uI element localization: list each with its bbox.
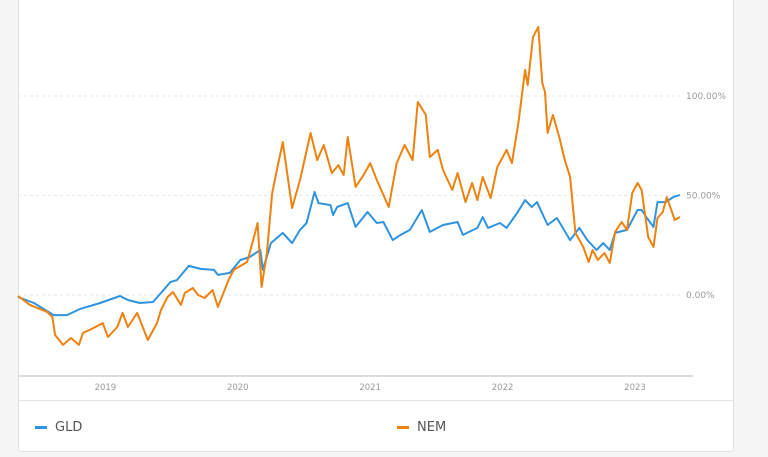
- legend-label-gld: GLD: [55, 420, 83, 435]
- legend-label-nem: NEM: [417, 420, 447, 435]
- x-tick-label: 2019: [95, 383, 117, 393]
- x-tick-label: 2020: [227, 383, 249, 393]
- legend-swatch-nem: [397, 426, 409, 429]
- series-line-gld: [17, 190, 681, 317]
- series-line-nem: [17, 25, 681, 346]
- legend-divider: [18, 400, 734, 401]
- y-tick-label: 50.00%: [686, 192, 721, 202]
- y-tick-label: 0.00%: [686, 291, 715, 301]
- x-tick-label: 2022: [492, 383, 514, 393]
- x-tick-label: 2023: [624, 383, 646, 393]
- x-tick-label: 2021: [359, 383, 381, 393]
- y-tick-label: 100.00%: [686, 92, 726, 102]
- legend-item-gld[interactable]: GLD: [35, 420, 82, 435]
- legend-swatch-gld: [35, 426, 47, 429]
- legend-item-nem[interactable]: NEM: [397, 420, 446, 435]
